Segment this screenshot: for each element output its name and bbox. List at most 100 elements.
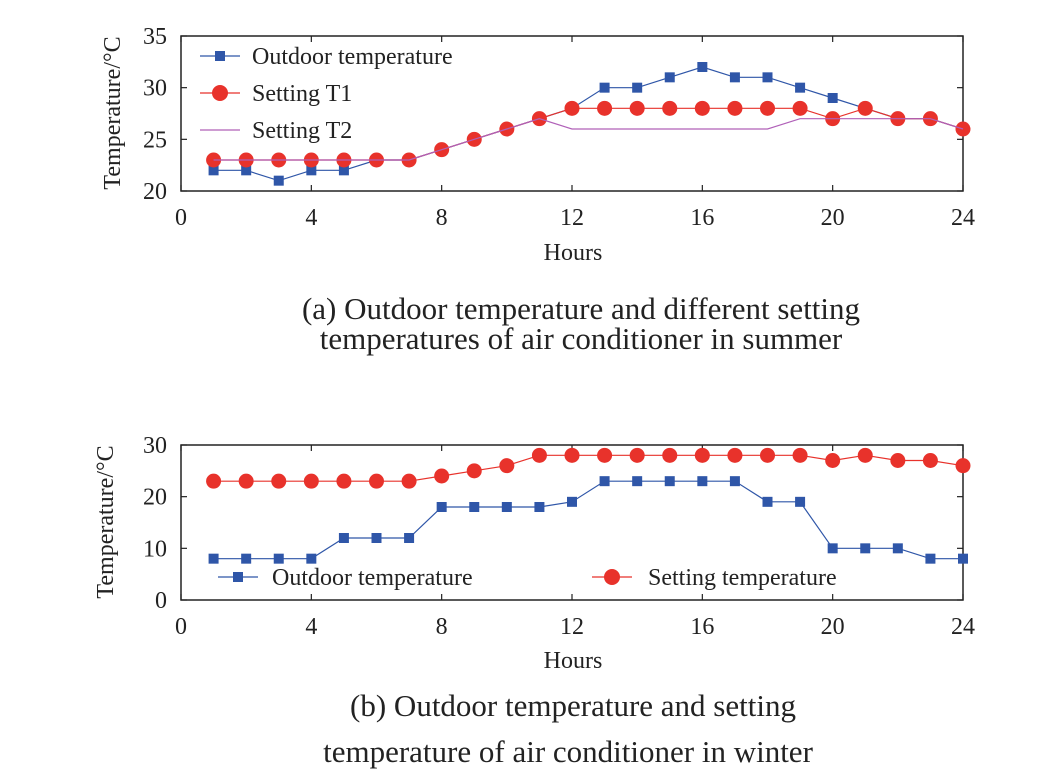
data-point-setting <box>890 453 906 468</box>
data-point-setting <box>434 468 450 484</box>
data-point-setting <box>336 473 352 489</box>
data-point-outdoor <box>925 553 936 564</box>
x-tick-label: 0 <box>175 614 187 640</box>
x-tick-label: 24 <box>951 614 975 640</box>
data-point-setting <box>303 473 319 489</box>
x-ticks-winter: 0 4 8 12 16 20 24 <box>175 445 975 640</box>
data-point-setting <box>857 447 873 463</box>
y-tick-label: 30 <box>143 76 167 102</box>
data-point-outdoor <box>599 476 610 487</box>
x-tick-label: 20 <box>821 614 845 640</box>
data-point-setting <box>369 473 384 489</box>
data-point-setting <box>662 100 678 116</box>
y-ticks-summer: 20 25 30 35 <box>143 24 963 205</box>
data-point-setting <box>499 458 515 474</box>
data-point-outdoor <box>208 553 219 564</box>
x-tick-label: 16 <box>690 614 714 640</box>
data-point-outdoor <box>632 82 643 93</box>
data-point-outdoor <box>469 502 480 512</box>
data-point-outdoor <box>567 496 577 507</box>
data-point-outdoor <box>404 533 415 543</box>
data-point-outdoor <box>664 72 675 83</box>
y-tick-label: 20 <box>143 179 167 205</box>
x-tick-label: 12 <box>560 205 584 231</box>
data-point-outdoor <box>599 82 610 93</box>
data-point-outdoor <box>795 496 806 507</box>
data-point-outdoor <box>534 502 545 512</box>
series-winter <box>206 447 971 564</box>
x-tick-label: 16 <box>690 205 714 231</box>
series-summer <box>206 62 971 186</box>
data-point-outdoor <box>241 553 252 564</box>
y-tick-label: 0 <box>155 588 167 614</box>
data-point-setting <box>662 447 678 463</box>
data-point-outdoor <box>632 476 643 487</box>
legend-summer: Outdoor temperature Setting T1 Setting T2 <box>200 44 453 144</box>
legend-marker-setting <box>604 569 620 585</box>
series-line-setting_t2 <box>213 118 964 161</box>
data-point-setting <box>760 447 775 463</box>
caption-summer-line2: temperatures of air conditioner in summe… <box>320 321 843 356</box>
series-line-setting <box>213 454 964 482</box>
caption-winter-line2: temperature of air conditioner in winter <box>323 734 813 769</box>
data-point-outdoor <box>436 502 447 512</box>
data-point-setting <box>825 453 841 468</box>
series-line-outdoor <box>213 480 963 560</box>
data-point-setting <box>531 447 547 463</box>
x-tick-label: 4 <box>305 614 317 640</box>
data-point-setting <box>694 100 710 116</box>
data-point-setting <box>792 447 808 463</box>
data-point-setting <box>792 100 808 116</box>
data-point-outdoor <box>338 165 349 176</box>
data-point-outdoor <box>827 543 838 554</box>
x-tick-label: 8 <box>436 614 448 640</box>
data-point-outdoor <box>306 553 317 564</box>
legend-label: Setting T1 <box>252 81 352 107</box>
y-tick-label: 20 <box>143 485 167 511</box>
x-tick-label: 8 <box>436 205 448 231</box>
data-point-setting <box>727 100 743 116</box>
data-point-setting <box>922 453 938 468</box>
data-point-setting <box>857 100 873 116</box>
data-point-outdoor <box>697 476 708 487</box>
data-point-setting <box>401 473 417 489</box>
data-point-outdoor <box>664 476 675 487</box>
data-point-setting <box>629 447 645 463</box>
data-point-outdoor <box>501 502 512 512</box>
data-point-setting <box>206 473 222 489</box>
data-point-outdoor <box>762 496 773 507</box>
y-axis-label-summer: Temperature/°C <box>100 36 126 189</box>
x-tick-label: 12 <box>560 614 584 640</box>
x-ticks-summer: 0 4 8 12 16 20 24 <box>175 36 975 231</box>
caption-winter-line1: (b) Outdoor temperature and setting <box>350 688 796 723</box>
data-point-setting <box>271 473 287 489</box>
data-point-setting <box>597 100 613 116</box>
y-tick-label: 10 <box>143 536 167 562</box>
data-point-outdoor <box>208 165 219 176</box>
y-ticks-winter: 0 10 20 30 <box>143 433 963 614</box>
data-point-setting <box>597 447 613 463</box>
legend-winter: Outdoor temperature Setting temperature <box>218 565 837 591</box>
x-axis-label-winter: Hours <box>544 648 603 674</box>
data-point-outdoor <box>729 476 740 487</box>
y-tick-label: 35 <box>143 24 167 50</box>
caption-summer-line1: (a) Outdoor temperature and different se… <box>302 291 860 326</box>
y-tick-label: 25 <box>143 127 167 153</box>
y-tick-label: 30 <box>143 433 167 459</box>
data-point-outdoor <box>892 543 903 554</box>
data-point-setting <box>955 458 971 474</box>
chart-summer: 20 25 30 35 0 4 8 12 16 20 24 Outdoor temperature… <box>100 24 975 356</box>
x-tick-label: 4 <box>305 205 317 231</box>
legend-label: Setting T2 <box>252 118 352 144</box>
data-point-setting <box>238 473 254 489</box>
data-point-setting <box>466 463 482 479</box>
data-point-outdoor <box>827 93 838 103</box>
series-line-outdoor <box>213 66 964 182</box>
data-point-outdoor <box>273 553 284 564</box>
data-point-outdoor <box>273 175 284 186</box>
chart-winter: 0 10 20 30 0 4 8 12 16 20 24 Outdoor temperature S… <box>93 433 975 769</box>
y-axis-label-winter: Temperature/°C <box>93 445 119 598</box>
data-point-outdoor <box>860 543 871 554</box>
data-point-setting <box>727 447 743 463</box>
